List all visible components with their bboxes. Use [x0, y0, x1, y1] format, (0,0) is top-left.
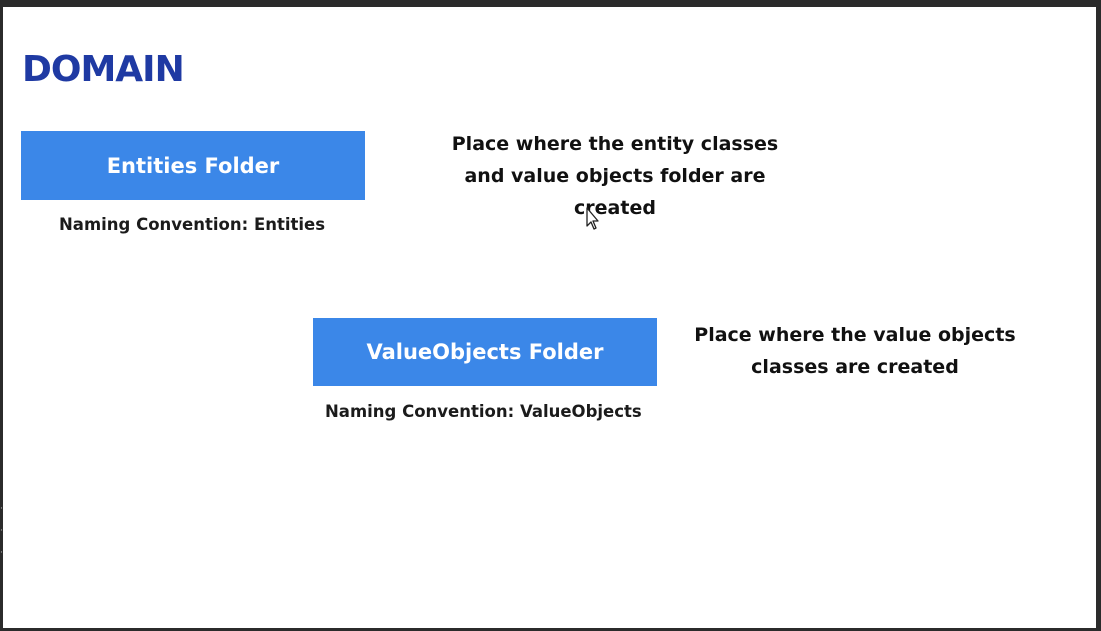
- slide: DOMAIN Entities Folder Naming Convention…: [3, 7, 1096, 628]
- entities-folder-label: Entities Folder: [106, 153, 280, 178]
- valueobjects-folder-box: ValueObjects Folder: [313, 318, 657, 386]
- pointer-cursor-icon: [586, 207, 599, 230]
- entities-folder-box: Entities Folder: [21, 131, 365, 200]
- entities-description: Place where the entity classes and value…: [451, 133, 779, 219]
- valueobjects-folder-label: ValueObjects Folder: [366, 340, 604, 364]
- entities-naming-convention: Naming Convention: Entities: [59, 215, 326, 234]
- left-edge-artifact: · · ·: [0, 504, 3, 558]
- valueobjects-naming-convention: Naming Convention: ValueObjects: [325, 402, 642, 421]
- valueobjects-description: Place where the value objects classes ar…: [694, 324, 1016, 378]
- slide-title: DOMAIN: [22, 49, 185, 90]
